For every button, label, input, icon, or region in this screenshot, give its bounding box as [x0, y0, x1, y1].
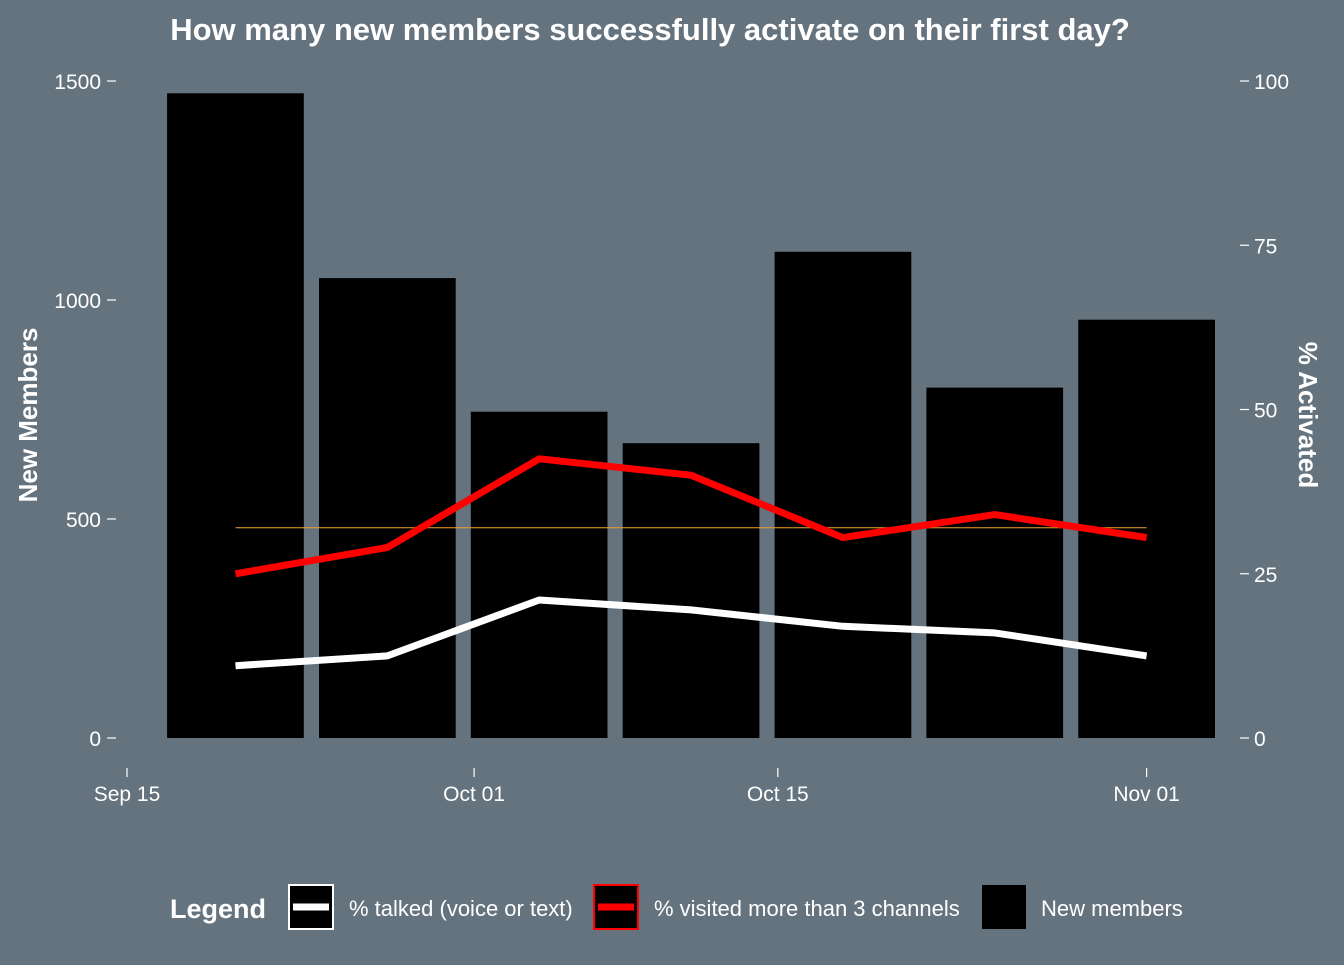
legend-entry-label: New members — [1041, 896, 1183, 921]
legend-title: Legend — [170, 894, 266, 924]
y-left-tick-label: 1500 — [54, 71, 101, 94]
x-tick-label: Sep 15 — [94, 783, 161, 806]
y-axis-right-label: % Activated — [1293, 342, 1323, 488]
y-axis-left-label: New Members — [13, 328, 43, 503]
y-right-tick-label: 100 — [1254, 71, 1289, 94]
chart-title: How many new members successfully activa… — [170, 12, 1130, 47]
bar-2021-10-25 — [926, 387, 1064, 738]
y-right-tick-label: 75 — [1254, 235, 1277, 258]
y-left-tick-label: 0 — [89, 728, 101, 751]
bar-2021-09-27 — [319, 278, 456, 738]
y-right-tick-label: 0 — [1254, 728, 1266, 751]
bar-2021-09-20 — [167, 93, 304, 739]
series-line-0 — [234, 455, 1148, 578]
y-right-tick-label: 25 — [1254, 564, 1277, 587]
lines-group — [234, 455, 1148, 670]
legend-entry-label: % talked (voice or text) — [349, 896, 573, 921]
x-tick-label: Oct 01 — [443, 783, 505, 806]
legend-key-2 — [982, 885, 1026, 929]
axes-group: 0 500 1000 1500 0 25 50 75 100 Sep 15 Oct 01 Oct 15… — [54, 71, 1289, 806]
y-right-tick-label: 50 — [1254, 400, 1277, 423]
x-tick-label: Oct 15 — [747, 783, 809, 806]
bar-2021-10-18 — [774, 251, 912, 739]
series-line-1 — [235, 596, 1148, 670]
legend-entry-label: % visited more than 3 channels — [654, 896, 960, 921]
bar-2021-10-11 — [622, 443, 760, 738]
x-tick-label: Nov 01 — [1113, 783, 1180, 806]
y-left-tick-label: 1000 — [54, 290, 101, 313]
y-left-tick-label: 500 — [66, 509, 101, 532]
legend: Legend % talked (voice or text) % visited … — [170, 884, 1183, 930]
